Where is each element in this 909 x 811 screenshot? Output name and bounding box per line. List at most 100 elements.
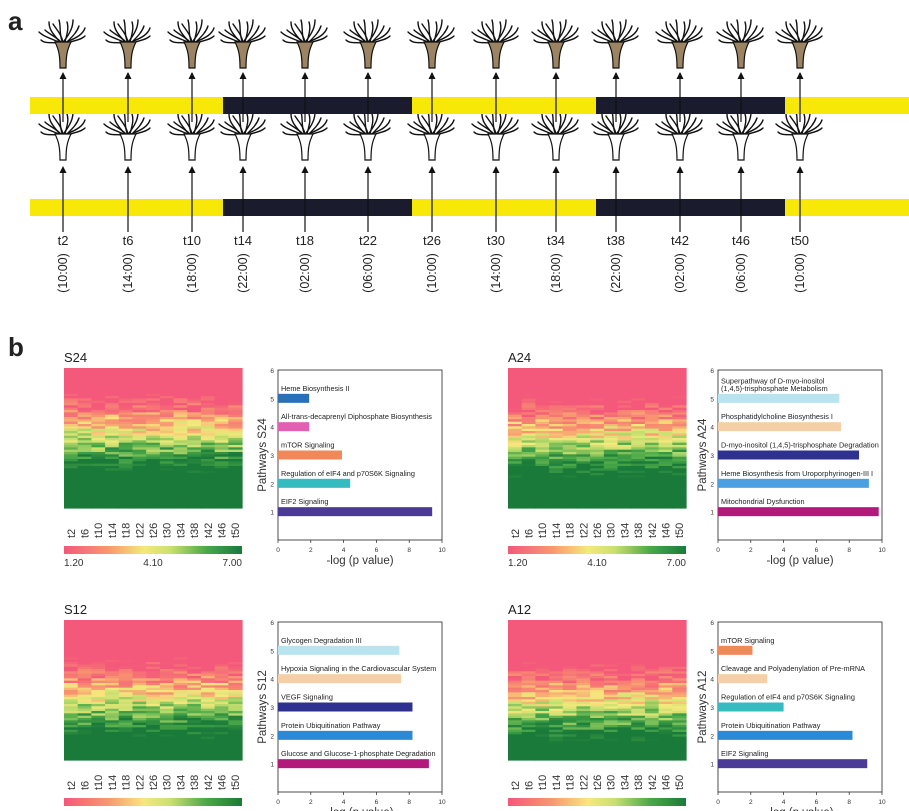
heatmap-cell (173, 459, 188, 462)
heatmap-cell (508, 426, 523, 430)
heatmap-cell (214, 727, 229, 731)
heatmap-cell (521, 377, 536, 381)
heatmap-cell (644, 659, 660, 663)
heatmap-cell (672, 652, 687, 656)
heatmap-cell (576, 482, 591, 486)
heatmap-cell (562, 417, 578, 420)
heatmap-cell (132, 417, 147, 420)
heatmap-cell (228, 379, 243, 383)
heatmap-cell (77, 375, 92, 378)
timepoint-label: t14 (233, 233, 253, 248)
heatmap-cell (105, 470, 120, 474)
heatmap-cell (105, 379, 120, 383)
heatmap-cell (187, 720, 202, 724)
heatmap-cell (214, 468, 229, 472)
heatmap-cell (631, 729, 646, 733)
heatmap-cell (508, 680, 523, 684)
heatmap-cell (549, 671, 564, 675)
heatmap-cell (549, 713, 564, 717)
heatmap-cell (77, 473, 92, 476)
heatmap-cell (576, 421, 591, 425)
heatmap-cell (521, 622, 536, 626)
heatmap-cell (132, 440, 147, 444)
heatmap-cell (672, 375, 687, 378)
pathway-bar (718, 645, 753, 655)
heatmap-cell (603, 748, 619, 752)
heatmap-cell (576, 711, 591, 714)
heatmap-cell (228, 676, 243, 679)
heatmap-cell (521, 459, 536, 462)
heatmap-cell (228, 746, 243, 749)
heatmap-cell (105, 421, 120, 425)
heatmap-cell (187, 449, 202, 453)
heatmap-cell (159, 461, 175, 465)
heatmap-cell (187, 440, 202, 444)
heatmap-cell (549, 482, 564, 486)
heatmap-cell (200, 720, 216, 724)
heatmap-cell (603, 407, 619, 411)
heatmap-cell (105, 501, 120, 504)
heatmap-cell (159, 671, 175, 675)
heatmap-cell (91, 491, 106, 495)
heatmap-cell (91, 393, 106, 397)
heatmap-cell (603, 718, 619, 721)
heatmap-cell (631, 643, 646, 647)
heatmap-cell (228, 491, 243, 495)
heatmap-cell (91, 657, 106, 661)
heatmap-cell (200, 666, 216, 670)
heatmap-cell (535, 377, 550, 381)
heatmap-cell (91, 428, 106, 432)
heatmap-cell (91, 501, 106, 504)
heatmap-cell (91, 498, 106, 502)
heatmap-cell (508, 477, 523, 481)
heatmap-cell (105, 669, 120, 672)
heatmap-cell (214, 403, 229, 406)
heatmap-column-label: t2 (510, 781, 522, 790)
heatmap-cell (214, 407, 229, 411)
heatmap-cell (617, 482, 632, 486)
heatmap-column-label: t38 (189, 523, 201, 538)
heatmap-cell (214, 410, 229, 413)
heatmap-cell (672, 405, 687, 409)
heatmap-cell (603, 753, 619, 756)
heatmap-cell (644, 466, 660, 469)
heatmap-cell (77, 454, 92, 458)
heatmap-cell (146, 456, 161, 460)
heatmap-cell (562, 694, 578, 698)
heatmap-cell (187, 725, 202, 728)
heatmap-cell (603, 729, 619, 733)
heatmap-cell (200, 664, 216, 668)
heatmap-cell (200, 750, 216, 754)
heatmap-cell (535, 701, 550, 705)
heatmap-cell (91, 410, 106, 413)
timepoint-label: t42 (670, 233, 690, 248)
coral-symbiotic-icon (655, 19, 703, 69)
heatmap-cell (214, 669, 229, 672)
heatmap-cell (118, 713, 134, 717)
heatmap-cell (173, 685, 188, 689)
heatmap-cell (672, 487, 687, 490)
heatmap-cell (173, 701, 188, 705)
heatmap-cell (590, 755, 605, 759)
heatmap-cell (146, 417, 161, 420)
heatmap-cell (91, 442, 106, 446)
heatmap-cell (617, 722, 632, 726)
heatmap-cell (64, 372, 79, 376)
heatmap-cell (644, 699, 660, 703)
pathway-label: Cleavage and Polyadenylation of Pre-mRNA (721, 664, 865, 673)
heatmap-cell (508, 643, 523, 647)
heatmap-cell (576, 505, 591, 509)
heatmap-cell (91, 379, 106, 383)
heatmap-cell (214, 748, 229, 752)
heatmap-cell (617, 386, 632, 390)
heatmap-cell (64, 715, 79, 719)
heatmap-cell (617, 720, 632, 724)
heatmap-cell (549, 459, 564, 462)
heatmap-cell (590, 431, 605, 434)
heatmap-cell (508, 412, 523, 416)
heatmap-cell (173, 487, 188, 490)
heatmap-cell (658, 440, 673, 444)
heatmap-cell (173, 725, 188, 728)
heatmap-cell (576, 627, 591, 630)
heatmap-cell (576, 734, 591, 738)
